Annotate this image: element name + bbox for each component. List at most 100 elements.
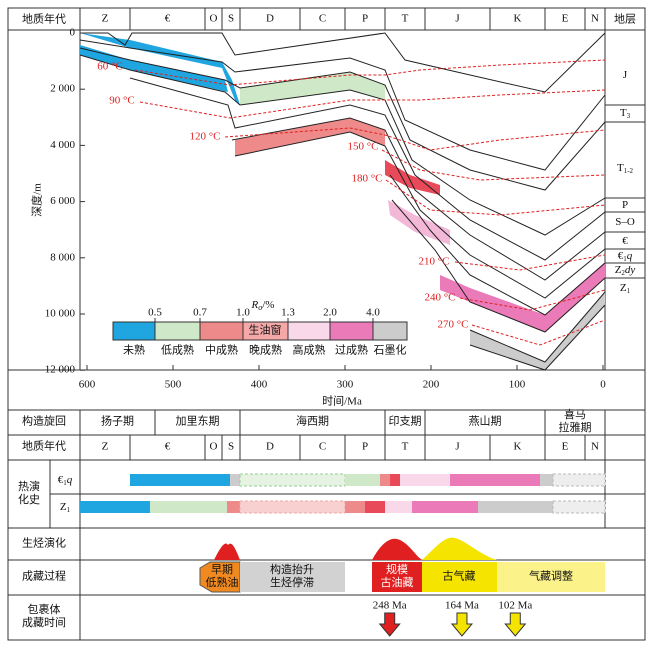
ro-class-label: 晚成熟 (249, 343, 282, 357)
period-label: Z (102, 13, 109, 25)
time-tick-label: 200 (423, 379, 440, 391)
period-label: J (455, 13, 460, 25)
period-label: T (402, 13, 409, 25)
time-tick-label: 300 (337, 379, 354, 391)
ro-class-swatch (329, 321, 374, 341)
isotherm-label: 180 °C (352, 173, 383, 185)
stratum-label-base: S–O (615, 216, 635, 228)
period-label: € (165, 13, 171, 25)
inclusion-time-label: 164 Ma (445, 600, 479, 612)
ro-symbol: R (251, 299, 259, 311)
ro-class-label: 未熟 (123, 343, 145, 357)
period-label: E (562, 441, 569, 453)
stage-label: 古油藏 (381, 575, 414, 589)
stratum-label: € (622, 235, 628, 247)
oil-window-label: 生油窗 (249, 323, 282, 337)
cycle-label: 加里东期 (176, 415, 220, 428)
thermal-row-label-base: Z (60, 501, 67, 513)
row-label: 热演 (18, 479, 40, 493)
row-label: 化史 (18, 492, 40, 506)
inclusion-time-label: 102 Ma (498, 600, 532, 612)
stage-label: 气藏调整 (529, 569, 573, 583)
depth-tick-label: 8 000 (50, 251, 75, 263)
period-label: C (319, 13, 326, 25)
period-label: N (591, 13, 599, 25)
cycle-label: 燕山期 (469, 415, 502, 428)
stratum-label: T3 (620, 107, 631, 120)
stratum-label-base: € (622, 235, 628, 247)
strata-label: 地层 (614, 13, 636, 26)
row-label: 地质年代 (22, 439, 66, 453)
cycle-label: 印支期 (389, 415, 422, 428)
depth-tick-label: 10 000 (45, 308, 76, 320)
ro-class-label: 中成熟 (205, 343, 238, 357)
period-label: K (514, 13, 522, 25)
period-label: O (210, 441, 218, 453)
isotherm-label: 240 °C (425, 292, 456, 304)
stratum-label-sub: 1 (627, 287, 631, 295)
period-label: E (562, 13, 569, 25)
stage-label: 构造抬升 (270, 562, 314, 576)
time-tick-label: 0 (600, 379, 606, 391)
time-axis-label: 时间/Ma (322, 395, 362, 408)
period-label: S (228, 13, 234, 25)
frame (7, 7, 646, 641)
period-label: T (402, 441, 409, 453)
stratum-label: T1-2 (617, 162, 634, 175)
stratum-label: J (623, 69, 628, 81)
stratum-label-base: Z (615, 264, 622, 276)
time-tick-label: 100 (509, 379, 526, 391)
period-label: P (362, 13, 368, 25)
stratum-label: Z2dy (615, 264, 636, 277)
isotherm-label: 60 °C (97, 61, 123, 73)
inclusion-arrow (450, 612, 474, 637)
stratum-label-sub: 1 (623, 255, 627, 263)
stratum-label: P (622, 199, 628, 211)
depth-axis-label: 深度/m (30, 183, 44, 217)
stage-label: 低熟油 (206, 575, 239, 589)
inclusion-time-label: 248 Ma (373, 600, 407, 612)
ro-tick-label: 1.3 (281, 307, 295, 319)
isotherms (134, 59, 606, 346)
stratum-label: €1q (618, 250, 633, 263)
stratum-label-base: T (620, 107, 627, 119)
ro-tick-label: 4.0 (366, 307, 380, 319)
stratum-label-suffix: q (627, 250, 633, 262)
depth-tick-label: 4 000 (50, 139, 75, 151)
thermal-row-label-base: € (58, 474, 64, 486)
time-tick-label: 600 (79, 379, 96, 391)
ro-tick-label: 1.0 (236, 307, 250, 319)
ro-class-swatch (287, 321, 331, 341)
row-label: 成藏过程 (22, 570, 66, 583)
period-label: P (362, 441, 368, 453)
row-label: 构造旋回 (22, 414, 66, 428)
row-label: 地质年代 (22, 12, 66, 26)
stratum-label: S–O (615, 216, 635, 228)
cycle-label: 扬子期 (101, 414, 134, 428)
inclusion-arrow (378, 612, 401, 637)
isotherm-label: 90 °C (109, 95, 135, 107)
period-label: S (228, 441, 234, 453)
row-label: 生烃演化 (22, 536, 66, 550)
stratum-label-sub: 2 (621, 269, 625, 277)
ro-class-label: 高成熟 (293, 343, 326, 357)
thermal-row-label-sub: 1 (63, 479, 67, 487)
period-label: € (165, 441, 171, 453)
ro-class-label: 过成熟 (335, 343, 368, 357)
thermal-row-label: €1q (58, 474, 73, 487)
ro-class-swatch (112, 321, 156, 341)
isotherm-label: 120 °C (190, 131, 221, 143)
thermal-row-label-suffix: q (67, 474, 73, 486)
stratum-label: Z1 (620, 282, 631, 295)
ro-class-swatch (372, 321, 408, 341)
stage-label: 规模 (386, 562, 408, 576)
time-tick-label: 400 (251, 379, 268, 391)
ro-unit: /% (262, 299, 274, 311)
period-label: D (266, 13, 274, 25)
ro-class-swatch (154, 321, 201, 341)
cycle-label: 拉雅期 (559, 420, 592, 434)
stage-label: 古气藏 (443, 569, 476, 583)
period-label: C (319, 441, 326, 453)
stratum-label-suffix: dy (625, 264, 636, 276)
maturity-bands (80, 33, 605, 370)
